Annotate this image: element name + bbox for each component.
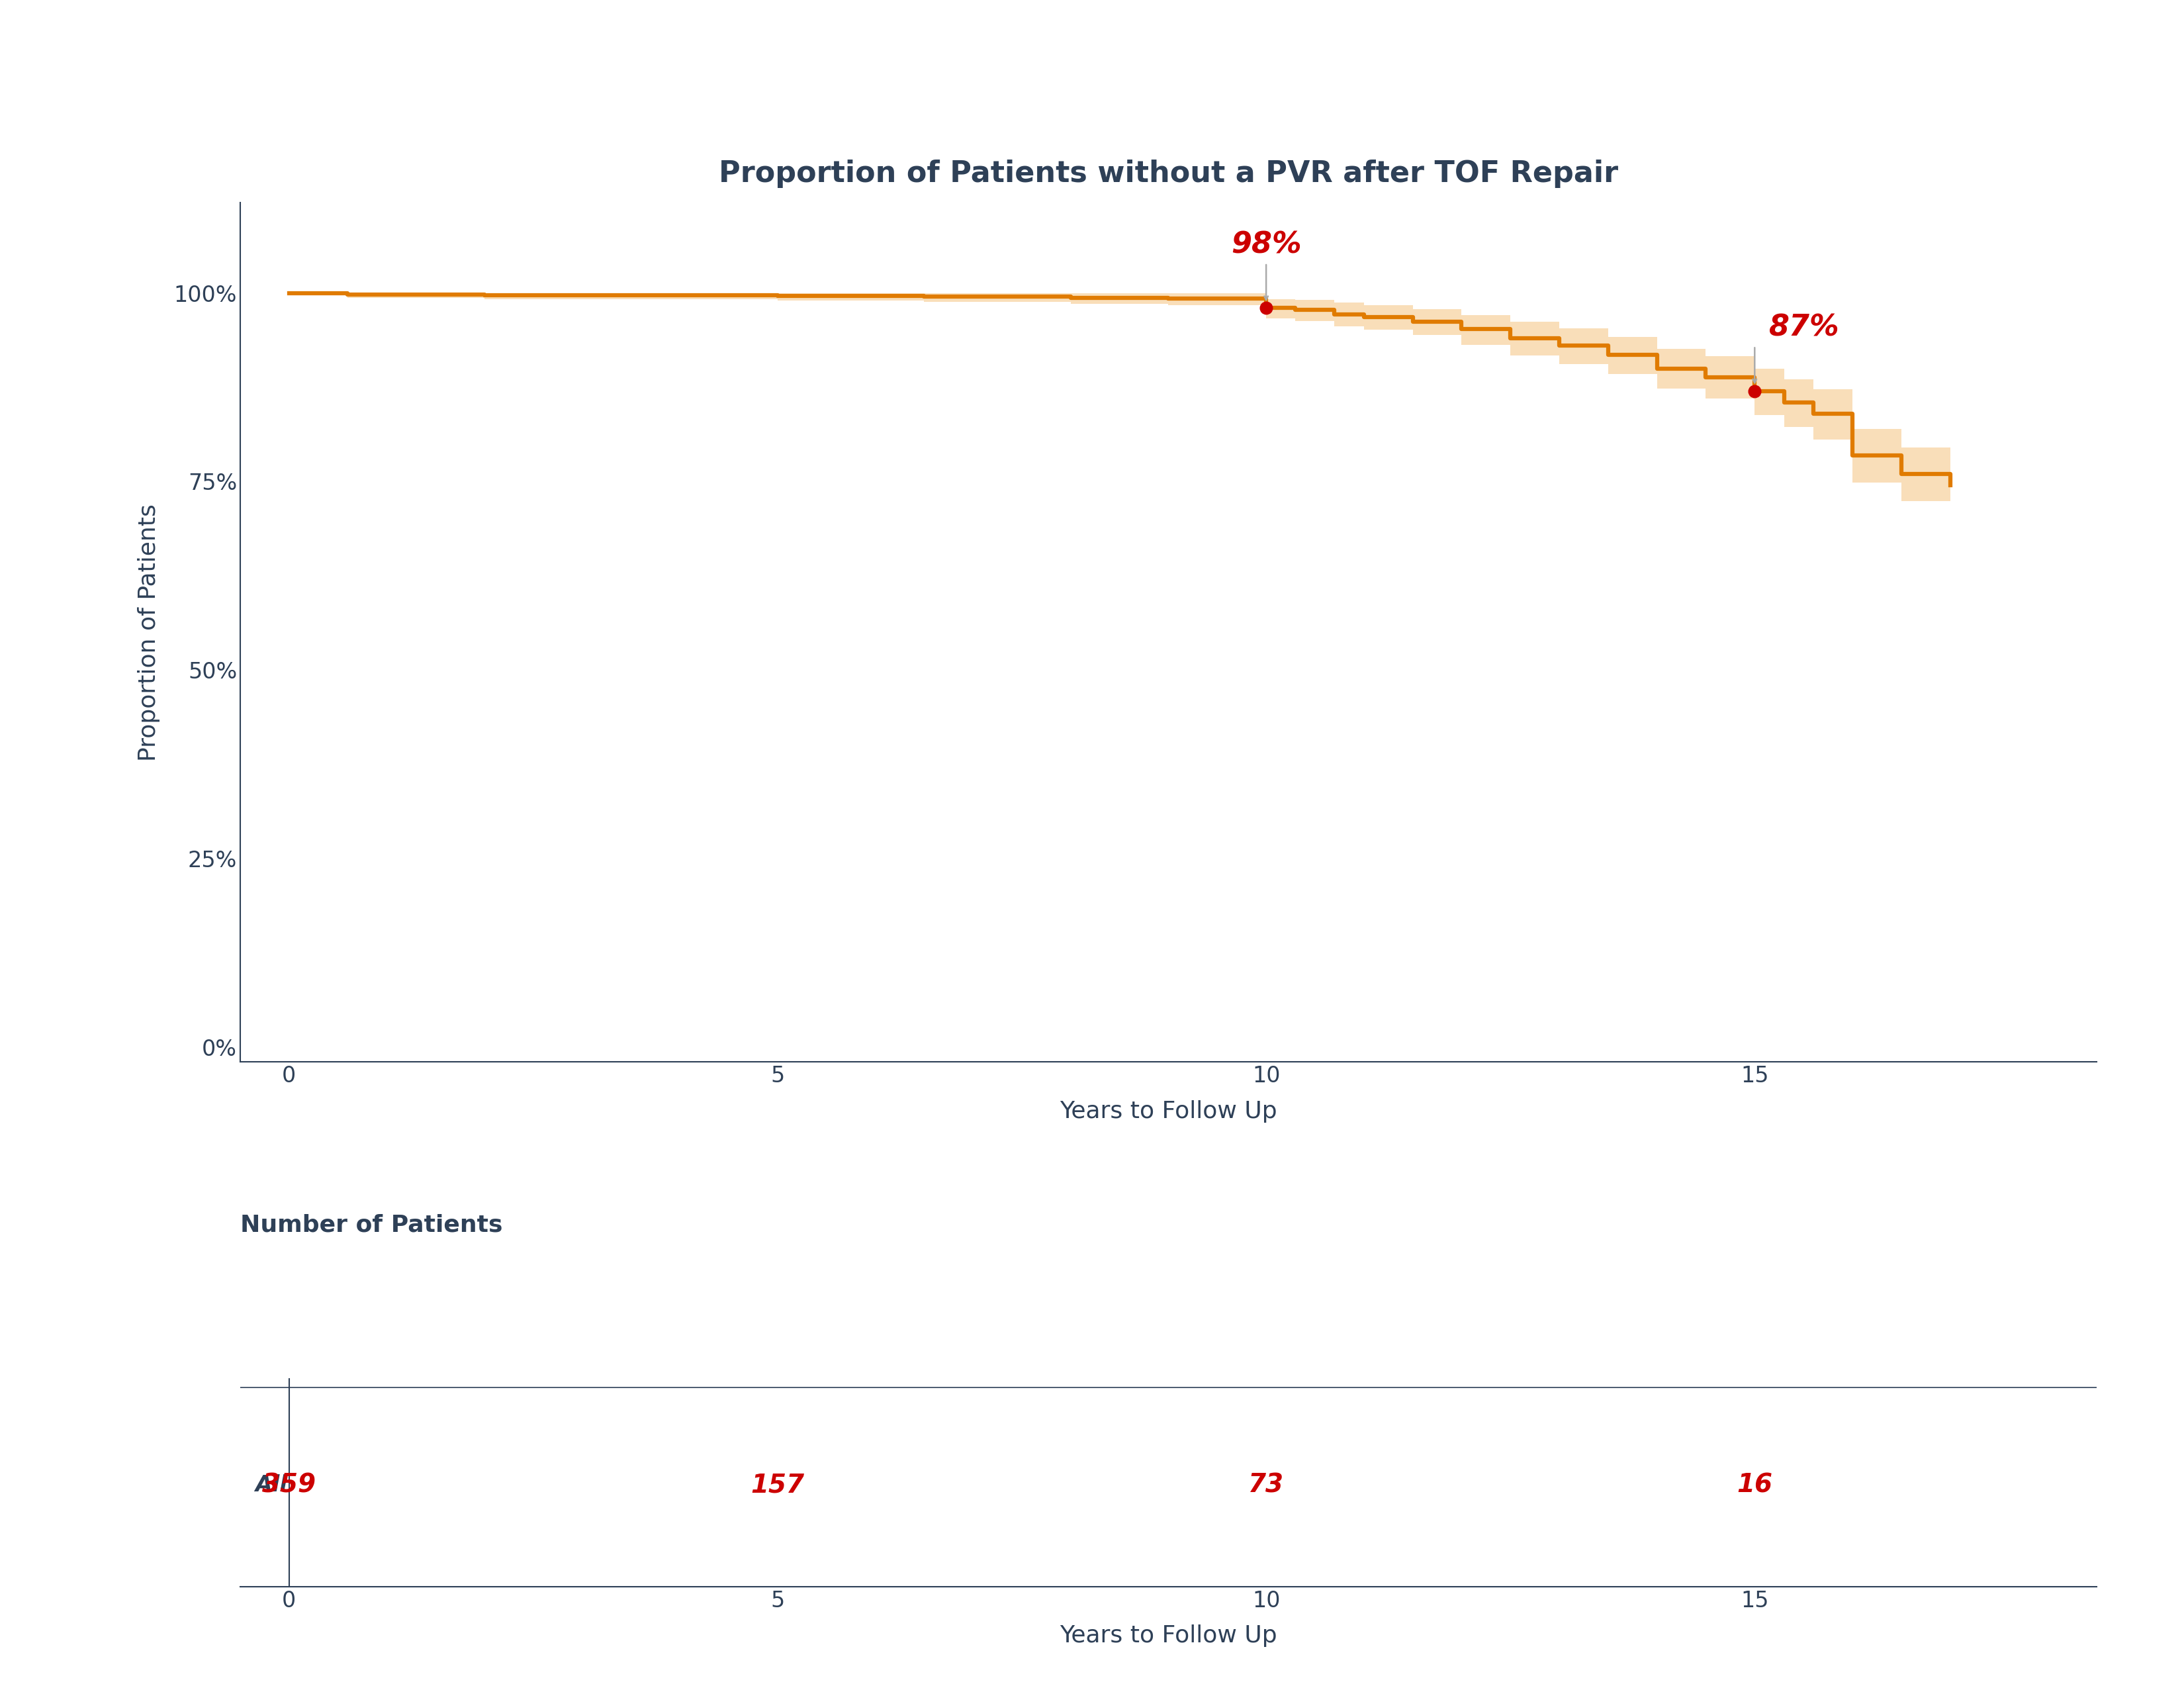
Text: All: All [256, 1474, 288, 1496]
X-axis label: Years to Follow Up: Years to Follow Up [1059, 1624, 1278, 1647]
Text: 157: 157 [751, 1472, 804, 1497]
Text: Number of Patients: Number of Patients [240, 1214, 502, 1236]
Title: Proportion of Patients without a PVR after TOF Repair: Proportion of Patients without a PVR aft… [719, 160, 1618, 189]
Point [1736, 378, 1771, 405]
Text: 73: 73 [1249, 1472, 1284, 1497]
X-axis label: Years to Follow Up: Years to Follow Up [1059, 1101, 1278, 1123]
Text: 98%: 98% [1232, 231, 1302, 258]
Text: 87%: 87% [1769, 314, 1839, 343]
Point [1249, 295, 1284, 322]
Text: 16: 16 [1736, 1472, 1773, 1497]
Y-axis label: Proportion of Patients: Proportion of Patients [138, 503, 159, 761]
Text: 359: 359 [262, 1472, 317, 1497]
